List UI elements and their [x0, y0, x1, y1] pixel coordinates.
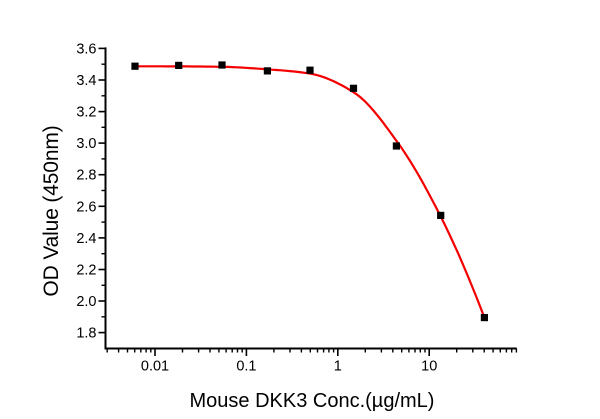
svg-text:3.4: 3.4: [76, 73, 96, 89]
svg-text:3.6: 3.6: [76, 41, 96, 57]
svg-text:3.0: 3.0: [76, 136, 96, 152]
svg-text:10: 10: [421, 359, 437, 375]
svg-text:0.1: 0.1: [236, 359, 256, 375]
svg-text:2.0: 2.0: [76, 294, 96, 310]
svg-text:2.4: 2.4: [76, 231, 96, 247]
svg-text:2.6: 2.6: [76, 199, 96, 215]
svg-text:3.2: 3.2: [76, 105, 96, 121]
svg-text:0.01: 0.01: [141, 359, 169, 375]
svg-text:2.2: 2.2: [76, 263, 96, 279]
svg-text:2.8: 2.8: [76, 168, 96, 184]
svg-text:OD Value (450nm): OD Value (450nm): [40, 125, 63, 296]
svg-text:Mouse DKK3 Conc.(µg/mL): Mouse DKK3 Conc.(µg/mL): [190, 390, 435, 412]
svg-text:1: 1: [334, 359, 342, 375]
svg-text:1.8: 1.8: [76, 326, 96, 342]
